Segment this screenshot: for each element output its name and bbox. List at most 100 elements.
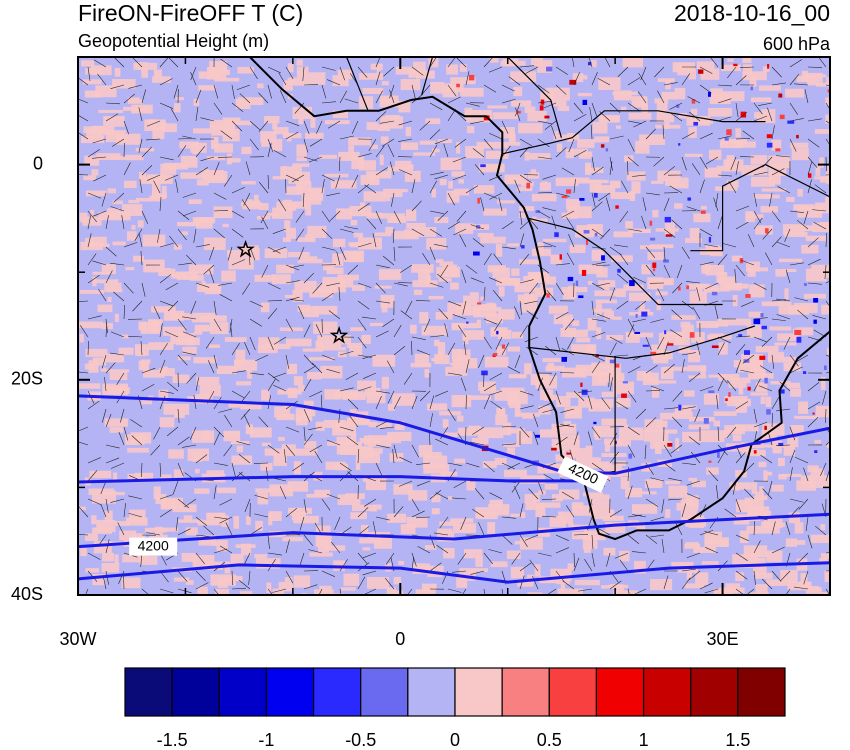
wind-barb [507,462,521,470]
field-patch [740,442,765,449]
wind-barb [220,58,233,68]
field-patch [323,262,335,271]
wind-barb [573,534,588,536]
wind-barb [399,169,413,176]
wind-barb [429,413,433,428]
colorbar-label: -1.5 [157,730,188,750]
field-patch [574,231,594,238]
field-patch [138,321,146,331]
wind-barb [189,426,197,440]
border [529,217,723,306]
field-patch [539,182,552,191]
wind-barb [285,539,290,554]
wind-barb [177,498,190,509]
field-speck [649,220,653,226]
wind-barb [519,390,534,396]
wind-barb [338,156,341,171]
wind-barb [609,161,613,176]
wind-barb [568,234,575,248]
wind-barb [753,421,768,428]
field-patch [797,206,823,218]
field-patch [319,585,332,593]
field-patch [117,211,131,221]
wind-barb [339,228,354,233]
wind-barb [627,318,635,332]
wind-barb [105,498,109,513]
field-patch [517,294,538,303]
field-patch [434,339,440,347]
wind-barb [740,259,755,266]
field-patch [296,157,307,162]
wind-barb [546,588,557,595]
field-patch [591,249,605,261]
wind-barb [789,426,796,441]
wind-barb [567,336,575,350]
field-patch [428,57,439,68]
wind-barb [298,246,305,261]
field-patch [379,154,384,166]
wind-barb [393,282,408,287]
field-patch [665,509,671,518]
wind-barb [627,588,630,595]
field-patch [398,100,411,113]
field-patch [391,590,404,595]
field-speck [585,239,589,245]
field-patch [527,592,543,595]
wind-barb [776,298,791,302]
wind-barb [213,432,221,446]
wind-barb [195,516,208,526]
wind-barb [177,570,188,582]
field-speck [581,389,588,395]
field-patch [578,264,603,275]
field-patch [350,327,364,332]
field-patch [258,337,280,349]
field-patch [675,438,680,451]
field-patch [785,538,798,547]
field-patch [246,515,251,525]
wind-barb [452,497,467,500]
field-patch [122,204,143,216]
field-patch [314,489,331,497]
field-speck [667,442,673,447]
wind-barb [258,120,269,132]
field-patch [480,386,496,394]
field-patch [500,387,525,393]
colorbar-label: -0.5 [345,730,376,750]
wind-barb [765,252,773,266]
wind-barb [267,308,278,320]
wind-barb [681,246,690,259]
wind-barb [105,539,110,554]
wind-barb [339,559,348,572]
field-patch [366,391,386,404]
field-speck [664,216,671,223]
field-patch [475,307,502,312]
y-tick-label: 20S [11,369,43,389]
wind-barb [429,144,438,158]
field-speck [566,189,572,194]
field-patch [469,292,479,306]
field-patch [93,279,119,284]
wind-barb [608,372,611,387]
wind-barb [357,449,360,464]
wind-barb [771,570,782,582]
wind-barb [311,362,323,374]
field-patch [504,469,528,478]
field-patch [466,125,475,134]
field-patch [142,362,147,370]
wind-barb [627,534,640,545]
wind-barb [798,498,809,510]
field-patch [478,163,505,173]
field-patch [716,165,740,172]
field-patch [261,442,271,447]
wind-barb [768,480,773,495]
wind-barb [110,262,125,266]
field-patch [790,142,809,149]
wind-barb [627,102,640,112]
field-patch [554,131,559,138]
wind-barb [100,503,107,518]
field-patch [704,537,729,547]
field-patch [602,515,624,521]
field-patch [410,324,417,334]
field-patch [387,431,412,442]
field-patch [641,264,651,275]
